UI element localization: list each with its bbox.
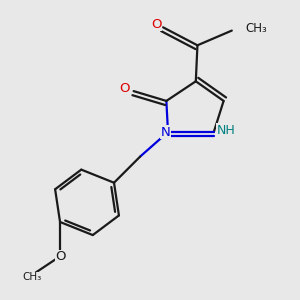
Text: O: O [151,17,162,31]
Text: O: O [56,250,66,263]
Text: CH₃: CH₃ [245,22,267,35]
Text: O: O [119,82,130,95]
Text: N: N [160,125,170,139]
Text: NH: NH [217,124,236,137]
Text: CH₃: CH₃ [22,272,42,282]
